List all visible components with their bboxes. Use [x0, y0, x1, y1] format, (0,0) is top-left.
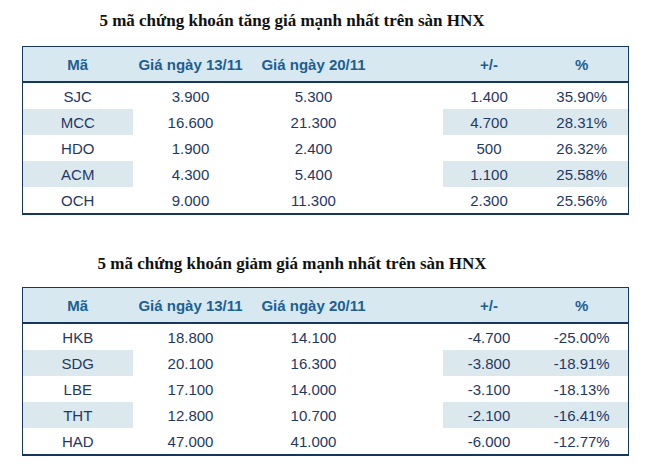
value-cell: 11.300 [249, 187, 443, 214]
value-cell: 16.600 [133, 109, 249, 135]
column-header: +/- [443, 47, 536, 83]
value-cell: -25.00% [536, 323, 629, 350]
losers-table-header: MãGiá ngày 13/11Giá ngày 20/11+/-% [23, 288, 629, 324]
value-cell: -4.700 [443, 323, 536, 350]
column-header: Giá ngày 13/11 [133, 47, 249, 83]
column-header: % [536, 288, 629, 324]
value-cell: -3.800 [443, 350, 536, 376]
value-cell: -3.100 [443, 376, 536, 402]
losers-table-body: HKB18.80014.100-4.700-25.00%SDG20.10016.… [23, 323, 629, 455]
column-header: Giá ngày 20/11 [249, 47, 443, 83]
value-cell: 14.100 [249, 323, 443, 350]
value-cell: 1.100 [443, 161, 536, 187]
stock-code-cell: SJC [23, 82, 133, 109]
value-cell: 9.000 [133, 187, 249, 214]
losers-table-title: 5 mã chứng khoán giảm giá mạnh nhất trên… [0, 254, 584, 274]
value-cell: 12.800 [133, 402, 249, 428]
gainers-table-title: 5 mã chứng khoán tăng giá mạnh nhất trên… [0, 11, 584, 31]
gainers-table-header: MãGiá ngày 13/11Giá ngày 20/11+/-% [23, 47, 629, 83]
table-row: HDO1.9002.40050026.32% [23, 135, 629, 161]
value-cell: 17.100 [133, 376, 249, 402]
value-cell: 5.400 [249, 161, 443, 187]
stock-code-cell: LBE [23, 376, 133, 402]
column-header: Giá ngày 13/11 [133, 288, 249, 324]
value-cell: 1.900 [133, 135, 249, 161]
table-row: LBE17.10014.000-3.100-18.13% [23, 376, 629, 402]
stock-code-cell: HKB [23, 323, 133, 350]
page: 5 mã chứng khoán tăng giá mạnh nhất trên… [0, 0, 647, 471]
table-row: HAD47.00041.000-6.000-12.77% [23, 428, 629, 455]
header-row: MãGiá ngày 13/11Giá ngày 20/11+/-% [23, 47, 629, 83]
losers-table: MãGiá ngày 13/11Giá ngày 20/11+/-% HKB18… [22, 287, 629, 456]
value-cell: 14.000 [249, 376, 443, 402]
column-header: Mã [23, 288, 133, 324]
table-row: THT12.80010.700-2.100-16.41% [23, 402, 629, 428]
table-row: MCC16.60021.3004.70028.31% [23, 109, 629, 135]
value-cell: -16.41% [536, 402, 629, 428]
value-cell: 10.700 [249, 402, 443, 428]
value-cell: 1.400 [443, 82, 536, 109]
value-cell: -12.77% [536, 428, 629, 455]
value-cell: 2.300 [443, 187, 536, 214]
stock-code-cell: SDG [23, 350, 133, 376]
gainers-table: MãGiá ngày 13/11Giá ngày 20/11+/-% SJC3.… [22, 46, 629, 215]
value-cell: 28.31% [536, 109, 629, 135]
value-cell: 21.300 [249, 109, 443, 135]
column-header: % [536, 47, 629, 83]
value-cell: -2.100 [443, 402, 536, 428]
value-cell: -6.000 [443, 428, 536, 455]
table-row: ACM4.3005.4001.10025.58% [23, 161, 629, 187]
table-row: SJC3.9005.3001.40035.90% [23, 82, 629, 109]
value-cell: 4.300 [133, 161, 249, 187]
value-cell: 2.400 [249, 135, 443, 161]
table-row: SDG20.10016.300-3.800-18.91% [23, 350, 629, 376]
value-cell: 5.300 [249, 82, 443, 109]
value-cell: 25.56% [536, 187, 629, 214]
value-cell: 3.900 [133, 82, 249, 109]
value-cell: 25.58% [536, 161, 629, 187]
header-row: MãGiá ngày 13/11Giá ngày 20/11+/-% [23, 288, 629, 324]
column-header: Mã [23, 47, 133, 83]
table-row: HKB18.80014.100-4.700-25.00% [23, 323, 629, 350]
value-cell: 18.800 [133, 323, 249, 350]
column-header: +/- [443, 288, 536, 324]
stock-code-cell: HAD [23, 428, 133, 455]
stock-code-cell: HDO [23, 135, 133, 161]
table-row: OCH9.00011.3002.30025.56% [23, 187, 629, 214]
stock-code-cell: OCH [23, 187, 133, 214]
stock-code-cell: MCC [23, 109, 133, 135]
value-cell: 16.300 [249, 350, 443, 376]
value-cell: 41.000 [249, 428, 443, 455]
value-cell: 47.000 [133, 428, 249, 455]
value-cell: 20.100 [133, 350, 249, 376]
stock-code-cell: THT [23, 402, 133, 428]
value-cell: 35.90% [536, 82, 629, 109]
value-cell: -18.13% [536, 376, 629, 402]
gainers-table-body: SJC3.9005.3001.40035.90%MCC16.60021.3004… [23, 82, 629, 214]
value-cell: -18.91% [536, 350, 629, 376]
column-header: Giá ngày 20/11 [249, 288, 443, 324]
value-cell: 26.32% [536, 135, 629, 161]
value-cell: 4.700 [443, 109, 536, 135]
stock-code-cell: ACM [23, 161, 133, 187]
value-cell: 500 [443, 135, 536, 161]
